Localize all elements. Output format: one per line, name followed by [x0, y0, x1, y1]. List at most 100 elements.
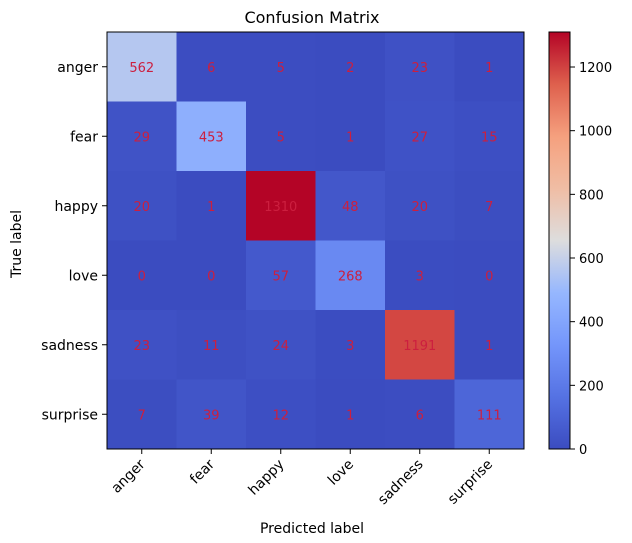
y-tick-label: anger	[57, 60, 98, 76]
cell-value-label: 7	[485, 200, 493, 215]
cell-value-label: 57	[272, 269, 289, 284]
colorbar-tick-label: 400	[579, 316, 604, 331]
heatmap-cell	[315, 310, 386, 380]
cell-value-label: 3	[416, 269, 424, 284]
heatmap-cell	[246, 240, 316, 311]
heatmap-cell	[107, 240, 177, 311]
cell-value-label: 268	[338, 269, 363, 284]
colorbar-tick-label: 0	[579, 443, 587, 458]
cell-value-label: 562	[129, 61, 154, 76]
plot-frame	[106, 31, 525, 450]
x-tick-label: love	[325, 457, 357, 489]
cell-value-label: 0	[207, 269, 215, 284]
heatmap-cell	[176, 310, 247, 380]
x-tick-label: sadness	[375, 457, 427, 509]
heatmap-cell	[246, 32, 316, 102]
cell-value-label: 3	[346, 339, 354, 354]
heatmap-cell	[246, 171, 316, 241]
colorbar	[548, 31, 571, 450]
cell-value-label: 5	[277, 130, 285, 145]
cell-value-label: 2	[346, 61, 354, 76]
heatmap-cell	[385, 32, 455, 102]
cell-value-label: 1191	[403, 339, 436, 354]
colorbar-tick-label: 1000	[579, 125, 612, 140]
cell-value-label: 5	[277, 61, 285, 76]
cell-value-label: 453	[199, 130, 224, 145]
y-tick-label: happy	[54, 199, 98, 215]
heatmap-cell	[454, 32, 525, 102]
heatmap-cell	[454, 240, 525, 311]
heatmap-cell	[454, 101, 525, 172]
cell-value-label: 0	[485, 269, 493, 284]
cell-value-label: 23	[411, 61, 428, 76]
cell-value-label: 29	[133, 130, 150, 145]
cell-value-label: 6	[207, 61, 215, 76]
x-tick-label: fear	[187, 456, 218, 487]
heatmap-cell	[454, 310, 525, 380]
heatmap-cell	[107, 379, 177, 450]
cell-value-label: 27	[411, 130, 428, 145]
heatmap-cell	[315, 101, 386, 172]
heatmap-cell	[107, 310, 177, 380]
colorbar-tick-label: 600	[579, 252, 604, 267]
cell-value-label: 0	[138, 269, 146, 284]
heatmap-cell	[176, 101, 247, 172]
heatmap-cell	[107, 101, 177, 172]
cell-value-label: 7	[138, 408, 146, 423]
heatmap-cell	[246, 101, 316, 172]
colorbar-tick-label: 1200	[579, 61, 612, 76]
heatmap-cell	[107, 171, 177, 241]
cell-value-label: 23	[133, 339, 150, 354]
y-axis-ticks: anger fear happy love sadness surprise	[41, 60, 107, 423]
heatmap-cell	[385, 310, 455, 380]
x-axis-ticks: anger fear happy love sadness surprise	[108, 449, 496, 508]
colorbar-tick-label: 200	[579, 379, 604, 394]
heatmap-cell	[385, 101, 455, 172]
cell-value-label: 12	[272, 408, 289, 423]
colorbar-ticks: 0 200 400 600 800 1000 1200	[570, 61, 612, 458]
colorbar-tick-label: 800	[579, 188, 604, 203]
cell-value-label: 1310	[264, 200, 297, 215]
heatmap-cell	[176, 32, 247, 102]
heatmap-cell	[315, 171, 386, 241]
x-tick-label: happy	[245, 457, 287, 499]
heatmap-cell	[385, 379, 455, 450]
heatmap-cell	[385, 171, 455, 241]
heatmap-cell	[454, 171, 525, 241]
y-tick-label: fear	[70, 129, 98, 145]
x-tick-label: anger	[108, 456, 148, 496]
heatmap-cell	[454, 379, 525, 450]
cell-value-label: 1	[346, 130, 354, 145]
heatmap-cell	[246, 310, 316, 380]
heatmap-cell	[176, 171, 247, 241]
y-tick-label: surprise	[42, 407, 98, 423]
cell-value-label: 1	[346, 408, 354, 423]
cell-value-label: 24	[272, 339, 289, 354]
cell-value-label: 15	[481, 130, 498, 145]
heatmap-cell	[246, 379, 316, 450]
heatmap-cells	[107, 32, 525, 450]
chart-title: Confusion Matrix	[244, 8, 379, 27]
heatmap-cell	[385, 240, 455, 311]
x-axis-label: Predicted label	[260, 521, 364, 537]
heatmap-cell	[176, 379, 247, 450]
cell-value-label: 20	[133, 200, 150, 215]
heatmap-cell	[107, 32, 177, 102]
heatmap-cell	[315, 32, 386, 102]
cell-value-label: 11	[203, 339, 220, 354]
heatmap-cell	[315, 240, 386, 311]
heatmap-cell	[176, 240, 247, 311]
y-tick-label: love	[69, 268, 98, 284]
x-tick-label: surprise	[445, 457, 496, 508]
cell-value-label: 1	[485, 61, 493, 76]
heatmap-cell	[315, 379, 386, 450]
cell-value-label: 39	[203, 408, 220, 423]
cell-value-label: 6	[416, 408, 424, 423]
cell-value-label: 48	[342, 200, 359, 215]
cell-value-label: 20	[411, 200, 428, 215]
cell-value-label: 111	[477, 408, 502, 423]
y-axis-label: True label	[9, 210, 25, 279]
cell-value-label: 1	[207, 200, 215, 215]
